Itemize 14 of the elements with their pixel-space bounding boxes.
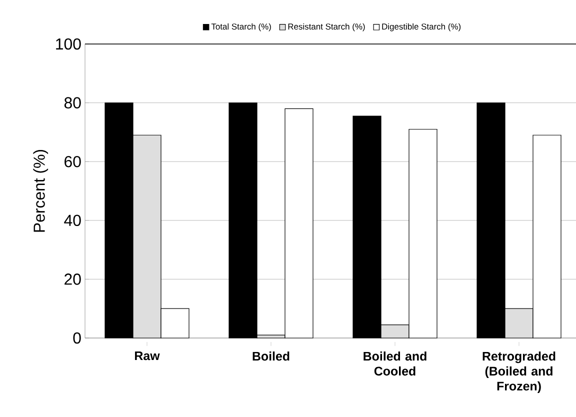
y-tick-label: 100 (56, 38, 81, 50)
y-tick-label: 40 (64, 214, 81, 226)
legend-label: Resistant Starch (%) (288, 23, 365, 32)
x-tick-label: Raw (135, 351, 160, 360)
y-axis-title: Percent (%) (33, 150, 48, 232)
x-tick-label: Retrograded (Boiled and Frozen) (482, 351, 556, 393)
y-tick-label: 60 (64, 156, 81, 168)
y-tick-label: 20 (64, 274, 81, 285)
x-tick-label: Boiled (252, 351, 290, 361)
legend-label: Digestible Starch (%) (382, 23, 461, 32)
x-tick-label: Boiled and Cooled (364, 351, 426, 376)
y-tick-label: 0 (73, 332, 81, 344)
legend-label: Total Starch (%) (211, 23, 271, 32)
y-tick-label: 80 (64, 97, 81, 108)
